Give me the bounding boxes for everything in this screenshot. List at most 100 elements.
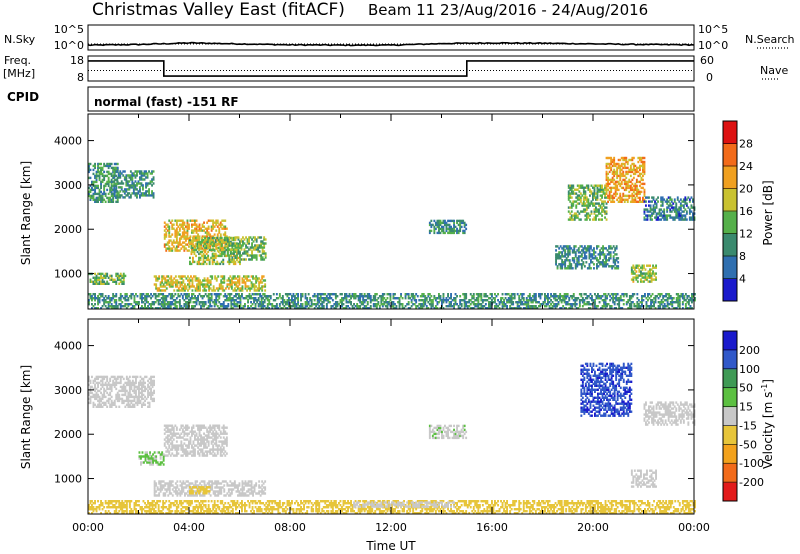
heatmap-cell — [115, 178, 118, 182]
heatmap-cell — [427, 307, 430, 310]
heatmap-cell — [92, 184, 95, 188]
heatmap-cell — [95, 192, 98, 196]
heatmap-cell — [94, 176, 96, 180]
heatmap-cell — [177, 249, 180, 252]
heatmap-cell — [186, 227, 189, 230]
heatmap-cell — [588, 267, 591, 270]
heatmap-cell — [319, 293, 322, 296]
heatmap-cell — [132, 188, 135, 191]
heatmap-cell — [165, 233, 168, 236]
heatmap-cell — [97, 282, 99, 285]
heatmap-cell — [392, 295, 395, 298]
heatmap-cell — [100, 198, 102, 201]
heatmap-cell — [119, 295, 122, 298]
heatmap-cell — [252, 277, 254, 280]
heatmap-cell — [605, 164, 608, 168]
heatmap-cell — [219, 223, 222, 226]
heatmap-cell — [126, 182, 129, 185]
heatmap-cell — [375, 303, 378, 306]
heatmap-cell — [221, 227, 224, 230]
heatmap-cell — [95, 278, 98, 281]
heatmap-cell — [210, 219, 213, 222]
heatmap-cell — [190, 285, 192, 288]
heatmap-cell — [655, 276, 657, 279]
heatmap-cell — [262, 305, 265, 308]
heatmap-cell — [463, 295, 466, 298]
heatmap-cell — [462, 219, 465, 223]
heatmap-cell — [632, 200, 635, 203]
heatmap-cell — [243, 281, 245, 284]
heatmap-cell — [154, 307, 157, 310]
heatmap-cell — [678, 303, 681, 306]
heatmap-cell — [148, 192, 150, 195]
heatmap-cell — [656, 295, 658, 298]
heatmap-cell — [654, 210, 656, 213]
heatmap-cell — [492, 301, 495, 304]
heatmap-cell — [492, 297, 495, 300]
heatmap-cell — [631, 200, 634, 203]
heatmap-cell — [220, 244, 223, 248]
heatmap-cell — [327, 297, 330, 300]
heatmap-cell — [88, 299, 90, 302]
heatmap-cell — [110, 180, 113, 184]
heatmap-cell — [257, 248, 260, 251]
heatmap-cell — [169, 293, 172, 296]
heatmap-cell — [684, 307, 687, 310]
heatmap-cell — [534, 301, 537, 304]
heatmap-cell — [599, 261, 601, 264]
heatmap-cell — [639, 172, 641, 176]
heatmap-cell — [134, 188, 137, 191]
heatmap-cell — [156, 277, 159, 280]
heatmap-cell — [463, 223, 466, 227]
heatmap-cell — [297, 307, 299, 310]
heatmap-cell — [434, 297, 437, 300]
heatmap-cell — [651, 208, 653, 211]
heatmap-cell — [628, 186, 631, 190]
heatmap-cell — [222, 301, 225, 304]
heatmap-cell — [116, 166, 119, 170]
heatmap-cell — [677, 295, 680, 298]
heatmap-cell — [381, 297, 384, 300]
heatmap-cell — [589, 194, 591, 197]
heatmap-cell — [97, 164, 99, 168]
heatmap-cell — [319, 299, 322, 302]
heatmap-cell — [107, 164, 110, 168]
heatmap-cell — [649, 276, 651, 279]
heatmap-cell — [204, 244, 206, 248]
heatmap-cell — [216, 235, 219, 238]
heatmap-cell — [261, 275, 264, 278]
heatmap-cell — [228, 256, 231, 259]
heatmap-cell — [193, 246, 196, 250]
heatmap-cell — [630, 307, 633, 310]
heatmap-cell — [628, 299, 631, 302]
heatmap-cell — [168, 301, 171, 304]
heatmap-cell — [629, 168, 632, 172]
heatmap-cell — [209, 233, 212, 236]
heatmap-cell — [477, 297, 480, 300]
heatmap-cell — [186, 307, 189, 310]
heatmap-cell — [162, 307, 165, 310]
heatmap-cell — [544, 301, 546, 304]
heatmap-cell — [484, 299, 487, 302]
heatmap-cell — [447, 219, 449, 223]
heatmap-cell — [589, 190, 591, 193]
heatmap-cell — [655, 216, 658, 219]
heatmap-cell — [166, 229, 169, 232]
heatmap-cell — [557, 301, 560, 304]
heatmap-cell — [119, 397, 122, 401]
heatmap-cell — [342, 303, 345, 306]
heatmap-cell — [645, 196, 647, 199]
heatmap-cell — [207, 236, 210, 240]
heatmap-cell — [207, 305, 210, 308]
heatmap-cell — [605, 174, 608, 178]
heatmap-cell — [632, 164, 635, 168]
heatmap-cell — [641, 297, 643, 300]
heatmap-cell — [330, 297, 333, 300]
heatmap-cell — [574, 301, 577, 304]
heatmap-cell — [142, 184, 144, 187]
heatmap-cell — [109, 397, 112, 401]
colorbar-swatch — [723, 166, 737, 189]
heatmap-cell — [109, 391, 112, 395]
heatmap-cell — [213, 299, 216, 302]
heatmap-cell — [556, 303, 558, 306]
